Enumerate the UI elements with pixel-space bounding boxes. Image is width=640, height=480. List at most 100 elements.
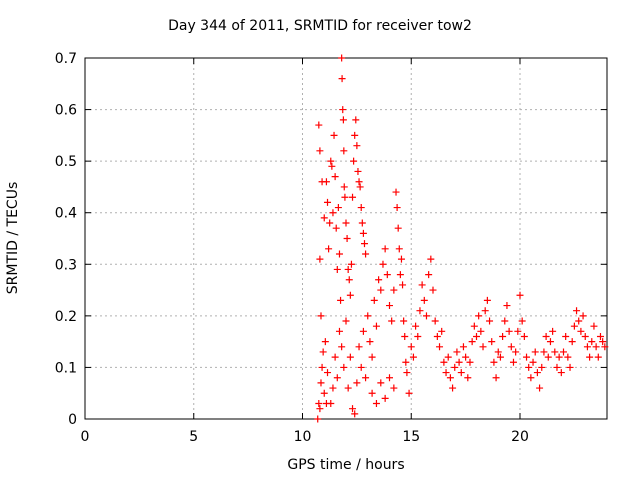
data-point <box>316 255 324 263</box>
data-point <box>397 255 405 263</box>
data-point <box>316 147 324 155</box>
data-point <box>562 332 570 340</box>
data-point <box>529 358 537 366</box>
data-point <box>346 353 354 361</box>
data-point <box>318 363 326 371</box>
data-point <box>462 353 470 361</box>
data-point <box>549 327 557 335</box>
data-point <box>390 286 398 294</box>
data-point <box>360 240 368 248</box>
data-point <box>338 54 346 62</box>
data-point <box>540 348 548 356</box>
data-point <box>329 209 337 217</box>
x-axis-label: GPS time / hours <box>287 457 405 473</box>
x-tick-label: 5 <box>189 429 198 445</box>
y-tick-label: 0 <box>68 412 77 428</box>
data-point <box>364 312 372 320</box>
data-point <box>355 343 363 351</box>
data-point <box>516 291 524 299</box>
data-point <box>402 358 410 366</box>
data-point <box>335 327 343 335</box>
data-point <box>352 116 360 124</box>
data-point <box>331 173 339 181</box>
data-point <box>362 374 370 382</box>
data-point <box>470 322 478 330</box>
data-point <box>494 348 502 356</box>
data-point <box>390 384 398 392</box>
data-point <box>395 245 403 253</box>
data-point <box>392 188 400 196</box>
data-point <box>514 327 522 335</box>
data-point <box>466 358 474 366</box>
data-point <box>557 369 565 377</box>
grid-lines <box>85 58 607 419</box>
data-point <box>594 353 602 361</box>
data-point <box>503 302 511 310</box>
data-point <box>486 317 494 325</box>
data-point <box>401 332 409 340</box>
data-point <box>353 142 361 150</box>
data-point <box>327 157 335 165</box>
data-point <box>496 353 504 361</box>
data-point <box>520 332 528 340</box>
data-point <box>347 260 355 268</box>
data-point <box>359 327 367 335</box>
data-point <box>377 379 385 387</box>
data-point <box>531 348 539 356</box>
data-point <box>551 348 559 356</box>
data-point <box>316 405 324 413</box>
data-point <box>422 312 430 320</box>
data-point <box>507 343 515 351</box>
data-point <box>420 296 428 304</box>
data-point <box>358 219 366 227</box>
data-point <box>342 219 350 227</box>
data-point <box>464 374 472 382</box>
data-point <box>339 106 347 114</box>
data-point <box>479 343 487 351</box>
data-point <box>333 265 341 273</box>
data-point <box>396 271 404 279</box>
data-point <box>359 229 367 237</box>
data-point <box>481 307 489 315</box>
data-point <box>505 327 513 335</box>
data-point <box>343 235 351 242</box>
data-point <box>386 374 393 382</box>
data-point <box>414 332 422 340</box>
data-point <box>405 389 413 397</box>
data-point <box>416 307 424 315</box>
data-point <box>536 384 544 392</box>
data-point <box>372 400 380 408</box>
data-point <box>573 307 581 315</box>
data-point <box>327 400 335 408</box>
data-point <box>383 271 391 279</box>
data-point <box>542 332 550 340</box>
data-point <box>372 322 380 330</box>
data-point <box>329 384 337 392</box>
data-point <box>388 317 396 325</box>
data-point <box>427 255 435 263</box>
data-point <box>459 343 467 351</box>
data-point <box>451 363 459 371</box>
data-point <box>349 193 357 201</box>
data-point <box>457 369 465 377</box>
data-point <box>386 302 393 310</box>
data-point <box>334 204 342 212</box>
data-point <box>436 343 444 351</box>
data-point <box>338 343 346 351</box>
data-point <box>446 374 454 382</box>
data-point <box>601 343 609 351</box>
data-point <box>453 348 461 356</box>
data-point <box>475 312 483 320</box>
data-point <box>315 121 323 129</box>
data-point <box>379 260 387 268</box>
data-point <box>425 271 433 279</box>
data-point <box>326 219 334 227</box>
data-point <box>351 410 359 418</box>
data-point <box>566 363 574 371</box>
data-point <box>368 389 376 397</box>
data-point <box>586 353 594 361</box>
y-tick-label: 0.1 <box>55 360 77 376</box>
data-point <box>377 286 385 294</box>
data-point <box>490 358 498 366</box>
